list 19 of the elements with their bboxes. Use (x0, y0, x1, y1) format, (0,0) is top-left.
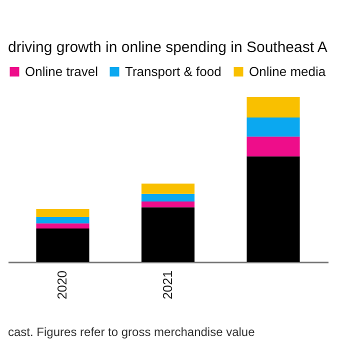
chart-title: driving growth in online spending in Southeast A (8, 39, 328, 56)
bar (141, 194, 195, 202)
bar (246, 117, 300, 137)
bar (246, 156, 300, 262)
legend-label: Online media (249, 64, 326, 79)
legend-label: Transport & food (125, 64, 222, 79)
bar (246, 136, 300, 156)
bar (246, 97, 300, 118)
x-tick-label: 2021 (160, 270, 175, 300)
bar (36, 209, 90, 217)
bar (36, 228, 90, 262)
bar (141, 184, 195, 194)
legend-label: Online travel (25, 64, 98, 79)
text: cast. Figures refer to gross merchandise value (8, 325, 256, 339)
bar (141, 201, 195, 208)
x-tick-label: 2020 (54, 270, 70, 300)
bar (141, 207, 195, 262)
bar (36, 216, 90, 224)
bar (36, 223, 90, 229)
